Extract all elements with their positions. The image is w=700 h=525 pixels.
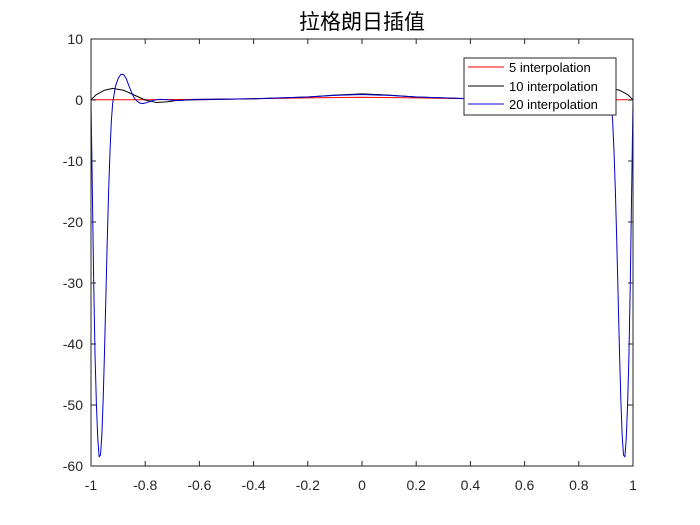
x-tick-label: 0.4 — [461, 477, 481, 493]
x-tick-label: -0.4 — [242, 477, 266, 493]
x-tick-label: -0.2 — [296, 477, 320, 493]
legend-label-5: 5 interpolation — [509, 60, 591, 75]
y-tick-label: 0 — [75, 92, 83, 108]
x-tick-label: -1 — [85, 477, 98, 493]
y-tick-label: 10 — [67, 31, 83, 47]
plot-frame — [90, 38, 634, 467]
ticks-layer: -1 -0.8 -0.6 -0.4 -0.2 0 0.2 0.4 0.6 0.8 1 10 0 -10 -2… — [63, 31, 637, 493]
legend-label-10: 10 interpolation — [509, 79, 598, 94]
y-tick-label: -10 — [63, 153, 83, 169]
x-tick-label: 0.8 — [569, 477, 589, 493]
legend: 5 interpolation 10 interpolation 20 inte… — [463, 57, 617, 116]
y-tick-label: -50 — [63, 397, 83, 413]
x-tick-label: -0.6 — [187, 477, 211, 493]
y-tick-label: -40 — [63, 336, 83, 352]
y-tick-label: -20 — [63, 214, 83, 230]
chart-title: 拉格朗日插值 — [299, 10, 425, 34]
series-line-20 — [91, 73, 633, 458]
x-tick-label: -0.8 — [133, 477, 157, 493]
x-tick-label: 0 — [358, 477, 366, 493]
y-tick-label: -60 — [63, 458, 83, 474]
x-tick-label: 1 — [629, 477, 637, 493]
x-tick-label: 0.2 — [406, 477, 426, 493]
x-tick-label: 0.6 — [515, 477, 535, 493]
y-tick-label: -30 — [63, 275, 83, 291]
legend-label-20: 20 interpolation — [509, 97, 598, 112]
